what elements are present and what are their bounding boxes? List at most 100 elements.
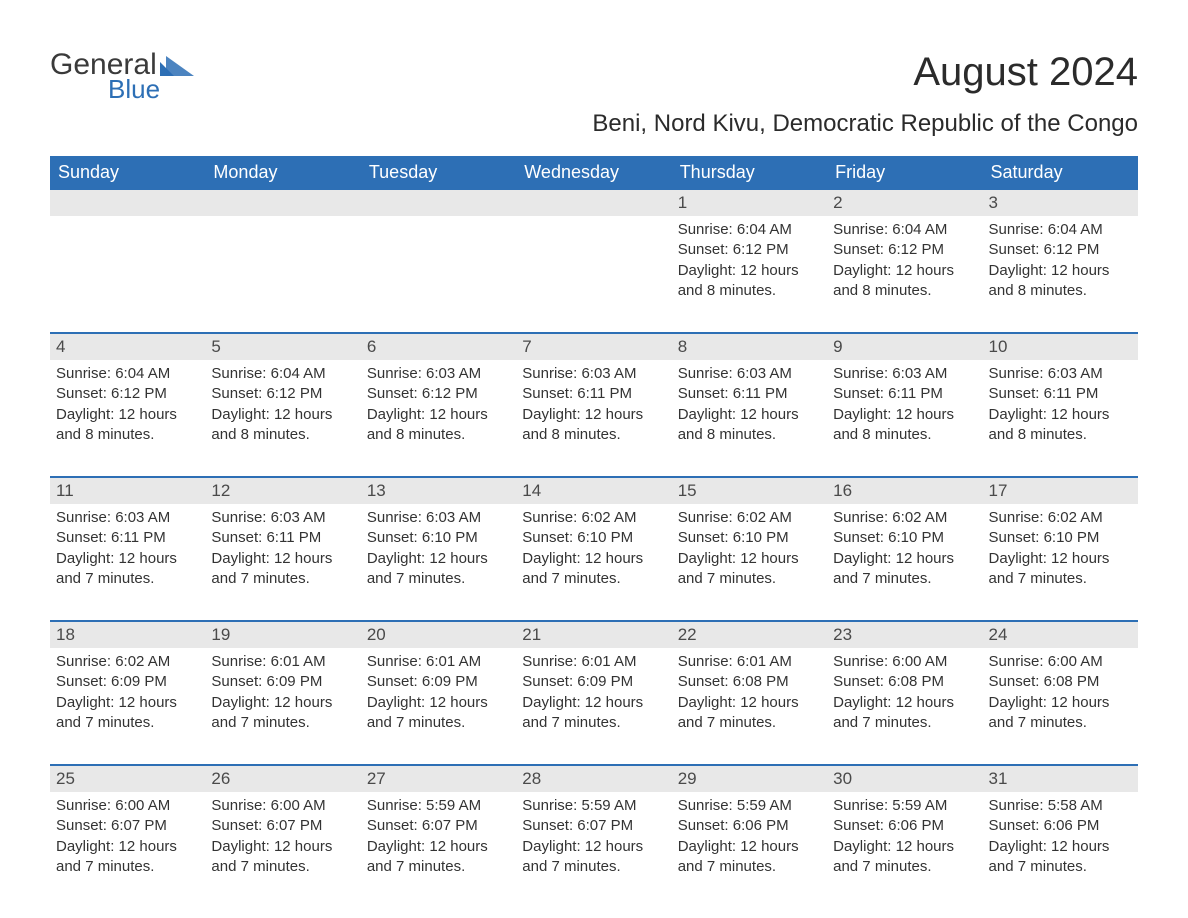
day-of-week-header: Sunday Monday Tuesday Wednesday Thursday…	[50, 156, 1138, 190]
sunrise-text: Sunrise: 6:02 AM	[833, 508, 976, 528]
day-number: 10	[983, 334, 1138, 360]
day-details: Sunrise: 6:02 AMSunset: 6:10 PMDaylight:…	[833, 508, 976, 589]
sunset-text: Sunset: 6:06 PM	[678, 816, 821, 836]
day-number: 31	[983, 766, 1138, 792]
daylight-text: Daylight: 12 hours and 8 minutes.	[989, 261, 1132, 302]
day-details: Sunrise: 5:59 AMSunset: 6:07 PMDaylight:…	[522, 796, 665, 877]
daylight-text: Daylight: 12 hours and 7 minutes.	[211, 693, 354, 734]
calendar-week: 1Sunrise: 6:04 AMSunset: 6:12 PMDaylight…	[50, 190, 1138, 318]
day-details: Sunrise: 6:03 AMSunset: 6:11 PMDaylight:…	[211, 508, 354, 589]
day-details: Sunrise: 6:03 AMSunset: 6:10 PMDaylight:…	[367, 508, 510, 589]
sunrise-text: Sunrise: 6:02 AM	[56, 652, 199, 672]
sunrise-text: Sunrise: 6:00 AM	[833, 652, 976, 672]
day-number: 4	[50, 334, 205, 360]
day-number: 19	[205, 622, 360, 648]
sunrise-text: Sunrise: 6:01 AM	[678, 652, 821, 672]
sunset-text: Sunset: 6:12 PM	[211, 384, 354, 404]
sunrise-text: Sunrise: 6:00 AM	[56, 796, 199, 816]
daylight-text: Daylight: 12 hours and 8 minutes.	[367, 405, 510, 446]
sunrise-text: Sunrise: 5:59 AM	[367, 796, 510, 816]
day-details: Sunrise: 6:00 AMSunset: 6:08 PMDaylight:…	[833, 652, 976, 733]
day-number: 14	[516, 478, 671, 504]
sunset-text: Sunset: 6:07 PM	[56, 816, 199, 836]
calendar-day: 30Sunrise: 5:59 AMSunset: 6:06 PMDayligh…	[827, 766, 982, 894]
day-number: 23	[827, 622, 982, 648]
day-number: 7	[516, 334, 671, 360]
day-details: Sunrise: 6:03 AMSunset: 6:11 PMDaylight:…	[522, 364, 665, 445]
calendar-day: 2Sunrise: 6:04 AMSunset: 6:12 PMDaylight…	[827, 190, 982, 318]
day-number: 24	[983, 622, 1138, 648]
calendar-day: 8Sunrise: 6:03 AMSunset: 6:11 PMDaylight…	[672, 334, 827, 462]
sunset-text: Sunset: 6:12 PM	[367, 384, 510, 404]
calendar-day: 19Sunrise: 6:01 AMSunset: 6:09 PMDayligh…	[205, 622, 360, 750]
day-number: 9	[827, 334, 982, 360]
daylight-text: Daylight: 12 hours and 7 minutes.	[56, 837, 199, 878]
day-details: Sunrise: 6:00 AMSunset: 6:08 PMDaylight:…	[989, 652, 1132, 733]
calendar-day: 16Sunrise: 6:02 AMSunset: 6:10 PMDayligh…	[827, 478, 982, 606]
calendar-day: 29Sunrise: 5:59 AMSunset: 6:06 PMDayligh…	[672, 766, 827, 894]
daylight-text: Daylight: 12 hours and 7 minutes.	[367, 837, 510, 878]
sunset-text: Sunset: 6:09 PM	[367, 672, 510, 692]
sunset-text: Sunset: 6:07 PM	[367, 816, 510, 836]
day-details: Sunrise: 6:03 AMSunset: 6:11 PMDaylight:…	[678, 364, 821, 445]
calendar-day: 9Sunrise: 6:03 AMSunset: 6:11 PMDaylight…	[827, 334, 982, 462]
day-number: 27	[361, 766, 516, 792]
sunrise-text: Sunrise: 6:01 AM	[522, 652, 665, 672]
sunset-text: Sunset: 6:08 PM	[678, 672, 821, 692]
sunrise-text: Sunrise: 6:02 AM	[522, 508, 665, 528]
calendar-day: 17Sunrise: 6:02 AMSunset: 6:10 PMDayligh…	[983, 478, 1138, 606]
day-number: 13	[361, 478, 516, 504]
daylight-text: Daylight: 12 hours and 7 minutes.	[989, 693, 1132, 734]
sunrise-text: Sunrise: 6:01 AM	[211, 652, 354, 672]
sunset-text: Sunset: 6:11 PM	[211, 528, 354, 548]
sunrise-text: Sunrise: 6:02 AM	[989, 508, 1132, 528]
sunrise-text: Sunrise: 6:00 AM	[211, 796, 354, 816]
daylight-text: Daylight: 12 hours and 7 minutes.	[833, 837, 976, 878]
sunset-text: Sunset: 6:10 PM	[678, 528, 821, 548]
daylight-text: Daylight: 12 hours and 7 minutes.	[678, 837, 821, 878]
sunset-text: Sunset: 6:09 PM	[56, 672, 199, 692]
day-details: Sunrise: 6:01 AMSunset: 6:09 PMDaylight:…	[367, 652, 510, 733]
daylight-text: Daylight: 12 hours and 7 minutes.	[989, 837, 1132, 878]
day-details: Sunrise: 6:02 AMSunset: 6:10 PMDaylight:…	[522, 508, 665, 589]
daylight-text: Daylight: 12 hours and 7 minutes.	[56, 693, 199, 734]
day-number	[205, 190, 360, 216]
location-subtitle: Beni, Nord Kivu, Democratic Republic of …	[50, 110, 1138, 138]
sunrise-text: Sunrise: 5:59 AM	[833, 796, 976, 816]
brand-mark-icon	[160, 56, 194, 76]
sunrise-text: Sunrise: 6:03 AM	[833, 364, 976, 384]
day-number: 11	[50, 478, 205, 504]
day-details: Sunrise: 6:03 AMSunset: 6:12 PMDaylight:…	[367, 364, 510, 445]
day-details: Sunrise: 6:01 AMSunset: 6:09 PMDaylight:…	[522, 652, 665, 733]
day-details: Sunrise: 6:00 AMSunset: 6:07 PMDaylight:…	[56, 796, 199, 877]
day-number: 1	[672, 190, 827, 216]
sunset-text: Sunset: 6:12 PM	[989, 240, 1132, 260]
day-number: 17	[983, 478, 1138, 504]
day-details: Sunrise: 5:59 AMSunset: 6:07 PMDaylight:…	[367, 796, 510, 877]
dow-wednesday: Wednesday	[516, 156, 671, 190]
sunrise-text: Sunrise: 5:59 AM	[522, 796, 665, 816]
calendar-day: 25Sunrise: 6:00 AMSunset: 6:07 PMDayligh…	[50, 766, 205, 894]
sunset-text: Sunset: 6:08 PM	[989, 672, 1132, 692]
sunset-text: Sunset: 6:12 PM	[833, 240, 976, 260]
sunset-text: Sunset: 6:10 PM	[522, 528, 665, 548]
daylight-text: Daylight: 12 hours and 7 minutes.	[833, 549, 976, 590]
day-details: Sunrise: 5:59 AMSunset: 6:06 PMDaylight:…	[678, 796, 821, 877]
daylight-text: Daylight: 12 hours and 7 minutes.	[56, 549, 199, 590]
day-details: Sunrise: 6:04 AMSunset: 6:12 PMDaylight:…	[833, 220, 976, 301]
daylight-text: Daylight: 12 hours and 7 minutes.	[522, 549, 665, 590]
sunset-text: Sunset: 6:12 PM	[56, 384, 199, 404]
sunrise-text: Sunrise: 6:03 AM	[989, 364, 1132, 384]
calendar-week: 25Sunrise: 6:00 AMSunset: 6:07 PMDayligh…	[50, 764, 1138, 894]
daylight-text: Daylight: 12 hours and 7 minutes.	[211, 549, 354, 590]
day-details: Sunrise: 6:01 AMSunset: 6:08 PMDaylight:…	[678, 652, 821, 733]
sunrise-text: Sunrise: 6:04 AM	[833, 220, 976, 240]
calendar-day: 4Sunrise: 6:04 AMSunset: 6:12 PMDaylight…	[50, 334, 205, 462]
page-header: General Blue August 2024	[50, 50, 1138, 102]
sunrise-text: Sunrise: 6:04 AM	[678, 220, 821, 240]
calendar-day: 3Sunrise: 6:04 AMSunset: 6:12 PMDaylight…	[983, 190, 1138, 318]
sunrise-text: Sunrise: 6:00 AM	[989, 652, 1132, 672]
day-details: Sunrise: 6:02 AMSunset: 6:10 PMDaylight:…	[678, 508, 821, 589]
calendar-day: 15Sunrise: 6:02 AMSunset: 6:10 PMDayligh…	[672, 478, 827, 606]
dow-thursday: Thursday	[672, 156, 827, 190]
